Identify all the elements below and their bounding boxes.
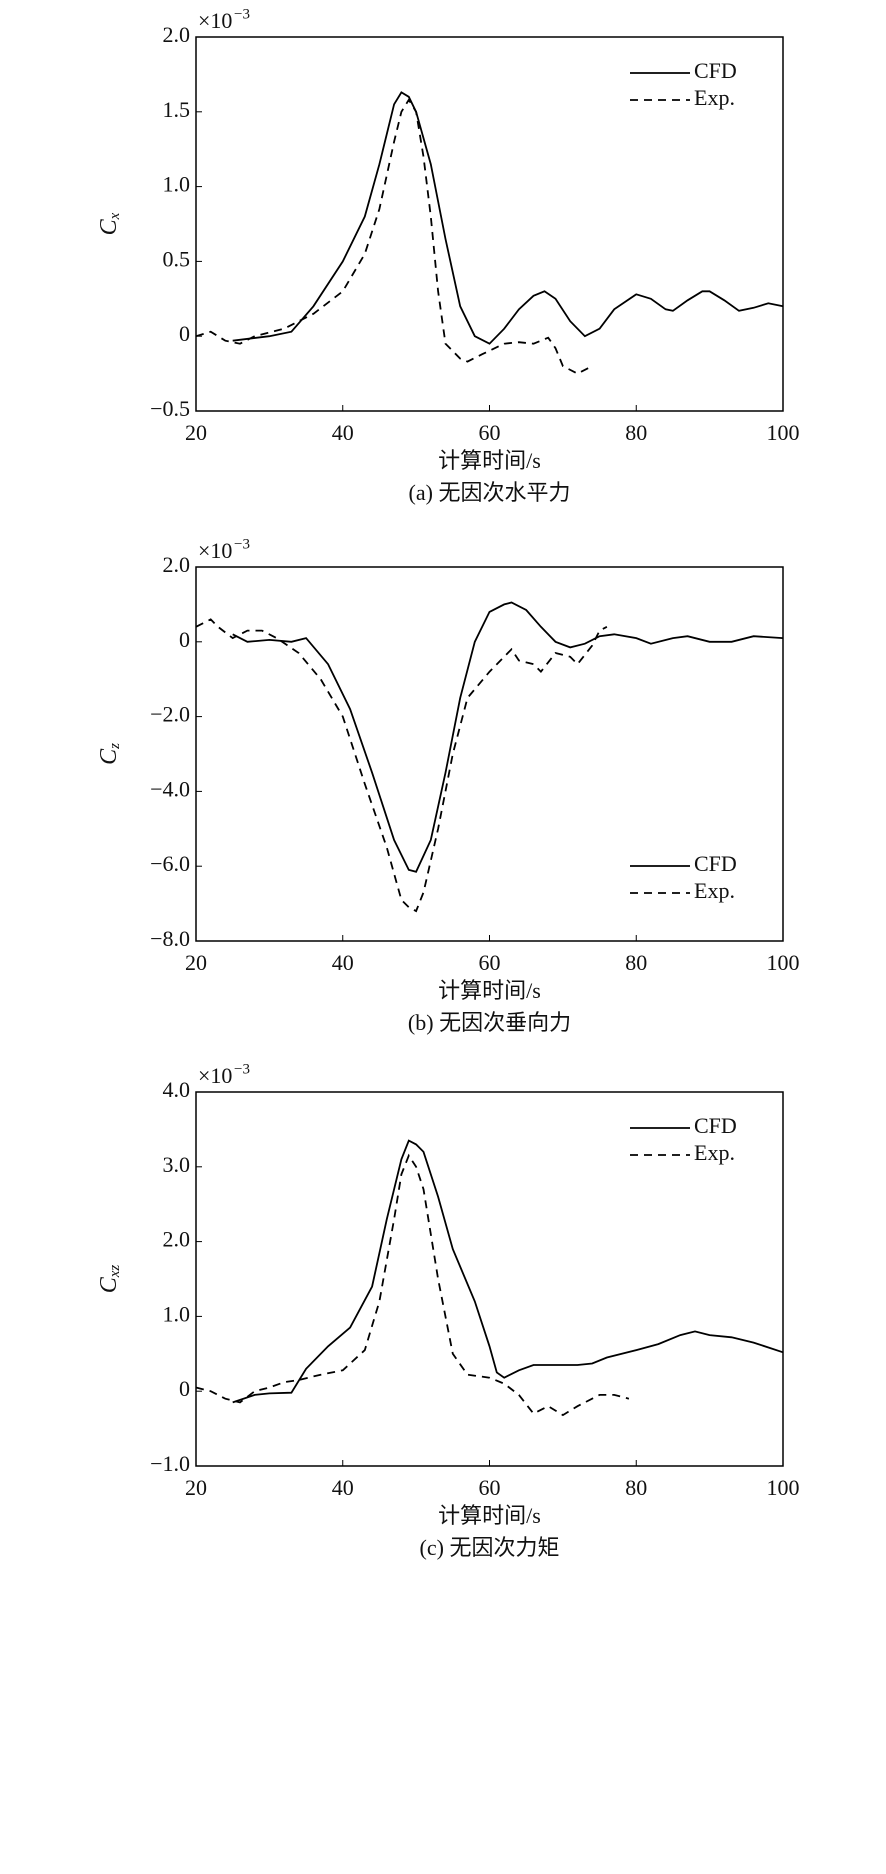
legend-label: CFD xyxy=(694,851,737,876)
y-tick-label: 0 xyxy=(179,627,190,652)
y-tick-label: 1.5 xyxy=(163,97,191,122)
x-tick-label: 100 xyxy=(767,420,800,445)
x-tick-label: 60 xyxy=(479,1475,501,1500)
multiplier-exponent: −3 xyxy=(234,6,250,22)
series-line xyxy=(195,618,608,913)
y-axis-label-sub: z xyxy=(107,743,123,750)
y-tick-label: −1.0 xyxy=(150,1451,190,1476)
x-tick-label: 80 xyxy=(625,1475,647,1500)
caption: (b) 无因次垂向力 xyxy=(408,1010,571,1035)
y-axis-label: Cx xyxy=(96,212,124,235)
x-axis-label: 计算时间/s xyxy=(438,978,541,1003)
x-tick-label: 80 xyxy=(625,950,647,975)
multiplier: ×10 xyxy=(198,1063,232,1088)
caption: (a) 无因次水平力 xyxy=(409,480,571,505)
y-axis-label-main: C xyxy=(96,748,122,765)
x-tick-label: 100 xyxy=(767,1475,800,1500)
y-tick-label: −8.0 xyxy=(150,926,190,951)
y-tick-label: −4.0 xyxy=(150,776,190,801)
y-tick-label: 0 xyxy=(179,321,190,346)
caption: (c) 无因次力矩 xyxy=(420,1535,560,1560)
series-line xyxy=(232,91,784,345)
series-line xyxy=(195,98,593,375)
y-axis-label-main: C xyxy=(96,1276,122,1293)
series-line xyxy=(232,1139,784,1404)
x-tick-label: 80 xyxy=(625,420,647,445)
multiplier: ×10 xyxy=(198,8,232,33)
multiplier-exponent: −3 xyxy=(234,536,250,552)
multiplier: ×10 xyxy=(198,538,232,563)
y-tick-label: 1.0 xyxy=(163,172,191,197)
y-tick-label: 3.0 xyxy=(163,1152,191,1177)
y-axis-label: Cxz xyxy=(96,1265,124,1294)
x-tick-label: 20 xyxy=(185,1475,207,1500)
y-tick-label: 2.0 xyxy=(163,22,191,47)
legend-label: Exp. xyxy=(694,1140,735,1165)
legend-label: Exp. xyxy=(694,85,735,110)
y-axis-label-main: C xyxy=(96,218,122,235)
x-tick-label: 40 xyxy=(332,1475,354,1500)
series-line xyxy=(232,601,784,873)
y-tick-label: −0.5 xyxy=(150,396,190,421)
multiplier-exponent: −3 xyxy=(234,1061,250,1077)
x-tick-label: 20 xyxy=(185,420,207,445)
legend-label: CFD xyxy=(694,1113,737,1138)
y-tick-label: −6.0 xyxy=(150,851,190,876)
x-axis-label: 计算时间/s xyxy=(438,1503,541,1528)
y-axis-label: Cz xyxy=(96,743,124,765)
x-tick-label: 40 xyxy=(332,950,354,975)
y-tick-label: 0 xyxy=(179,1376,190,1401)
y-tick-label: −2.0 xyxy=(150,702,190,727)
x-tick-label: 60 xyxy=(479,420,501,445)
y-axis-label-sub: xz xyxy=(107,1265,123,1279)
x-tick-label: 60 xyxy=(479,950,501,975)
x-tick-label: 100 xyxy=(767,950,800,975)
legend-label: CFD xyxy=(694,58,737,83)
y-tick-label: 1.0 xyxy=(163,1301,191,1326)
y-tick-label: 2.0 xyxy=(163,552,191,577)
y-axis-label-sub: x xyxy=(107,212,123,220)
legend-label: Exp. xyxy=(694,878,735,903)
x-axis-label: 计算时间/s xyxy=(438,448,541,473)
series-line xyxy=(195,1153,630,1417)
x-tick-label: 20 xyxy=(185,950,207,975)
x-tick-label: 40 xyxy=(332,420,354,445)
y-tick-label: 2.0 xyxy=(163,1227,191,1252)
y-tick-label: 4.0 xyxy=(163,1077,191,1102)
y-tick-label: 0.5 xyxy=(163,246,191,271)
